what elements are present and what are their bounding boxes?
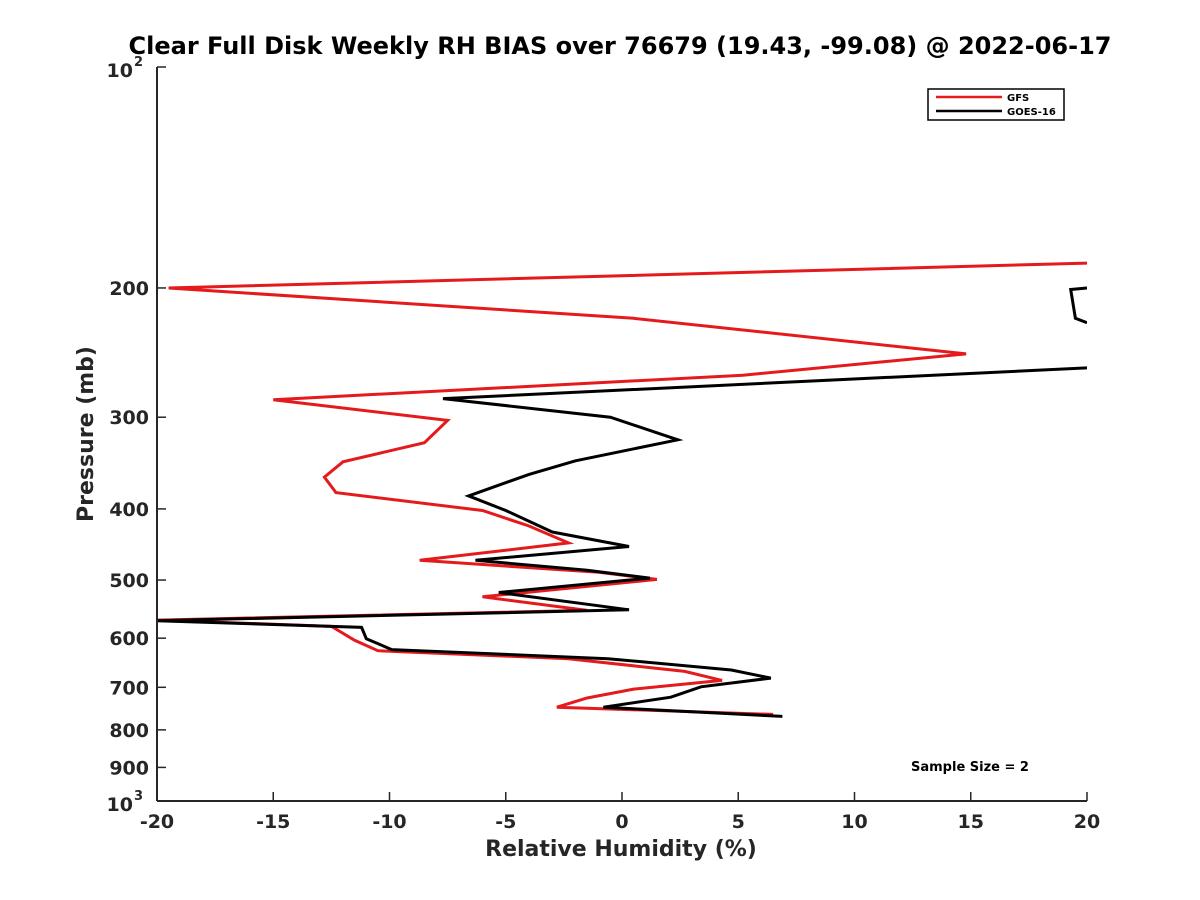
y-tick-label: 900 — [109, 757, 149, 779]
series-line-gfs — [157, 261, 1087, 716]
series-line-goes16 — [157, 286, 1087, 718]
y-tick-label-base: 10 — [107, 60, 133, 82]
y-tick-label: 500 — [109, 570, 149, 592]
x-tick-label: -20 — [140, 811, 174, 833]
y-tick-label-exponent: 3 — [134, 789, 143, 804]
legend: GFS GOES-16 — [927, 88, 1065, 121]
x-tick-label: -15 — [256, 811, 290, 833]
legend-label-gfs: GFS — [1007, 93, 1029, 104]
y-tick-label: 400 — [109, 499, 149, 521]
x-tick-label: -5 — [495, 811, 516, 833]
x-tick-label: -10 — [372, 811, 406, 833]
y-axis-label: Pressure (mb) — [74, 346, 99, 522]
y-tick-label-base: 10 — [107, 794, 133, 816]
y-tick-label: 200 — [109, 278, 149, 300]
sample-size-annotation: Sample Size = 2 — [911, 760, 1029, 775]
legend-label-goes16: GOES-16 — [1007, 107, 1056, 118]
series-layer — [157, 261, 1087, 718]
y-tick-label-exponent: 2 — [134, 55, 143, 70]
y-tick-label: 700 — [109, 677, 149, 699]
x-tick-label: 15 — [958, 811, 984, 833]
y-tick-label: 800 — [109, 720, 149, 742]
x-tick-label: 10 — [841, 811, 867, 833]
x-axis-label: Relative Humidity (%) — [485, 837, 757, 862]
x-tick-label: 5 — [732, 811, 745, 833]
y-tick-label: 300 — [109, 407, 149, 429]
y-tick-label: 600 — [109, 628, 149, 650]
legend-box — [927, 88, 1065, 121]
chart-title: Clear Full Disk Weekly RH BIAS over 7667… — [129, 32, 1112, 60]
x-tick-label: 0 — [615, 811, 628, 833]
x-tick-label: 20 — [1074, 811, 1100, 833]
